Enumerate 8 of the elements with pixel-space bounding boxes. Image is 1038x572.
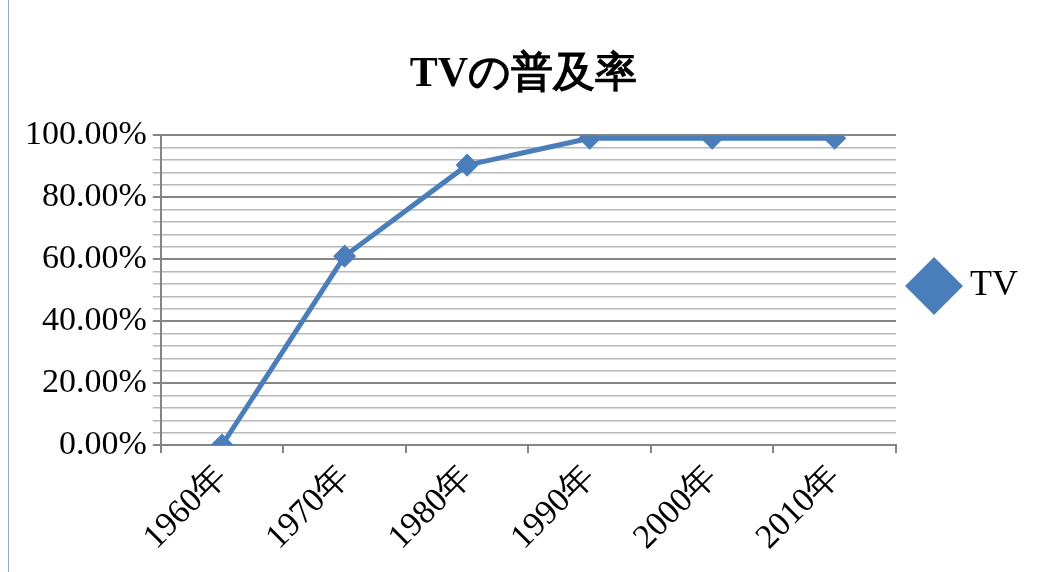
y-tick-label: 100.00% [24,114,147,152]
legend-label: TV [970,263,1019,304]
y-tick-label: 20.00% [41,362,147,400]
y-tick-label: 0.00% [58,423,147,461]
y-tick-label: 80.00% [41,176,147,214]
chart-title: TVの普及率 [409,48,638,96]
y-tick-label: 40.00% [41,300,147,338]
y-tick-label: 60.00% [41,238,147,276]
